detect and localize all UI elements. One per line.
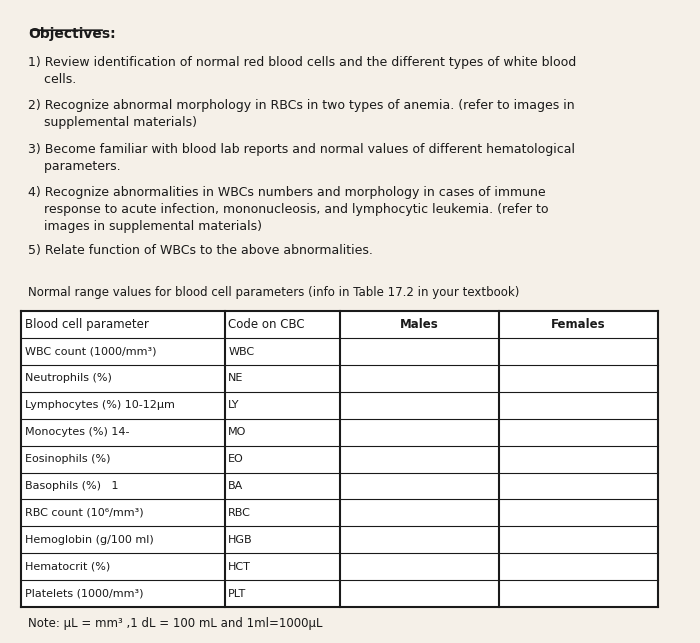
Text: WBC: WBC — [228, 347, 254, 357]
Text: 1) Review identification of normal red blood cells and the different types of wh: 1) Review identification of normal red b… — [28, 56, 576, 86]
Text: Hemoglobin (g/100 ml): Hemoglobin (g/100 ml) — [25, 535, 153, 545]
Text: Lymphocytes (%) 10-12μm: Lymphocytes (%) 10-12μm — [25, 401, 174, 410]
Text: 5) Relate function of WBCs to the above abnormalities.: 5) Relate function of WBCs to the above … — [28, 244, 373, 257]
Text: Platelets (1000/mm³): Platelets (1000/mm³) — [25, 588, 144, 599]
Text: Hematocrit (%): Hematocrit (%) — [25, 562, 110, 572]
Text: Monocytes (%) 14-: Monocytes (%) 14- — [25, 427, 130, 437]
Text: Blood cell parameter: Blood cell parameter — [25, 318, 148, 331]
Text: EO: EO — [228, 454, 244, 464]
Text: HCT: HCT — [228, 562, 251, 572]
Text: Objectives:: Objectives: — [28, 27, 116, 41]
Text: 3) Become familiar with blood lab reports and normal values of different hematol: 3) Become familiar with blood lab report… — [28, 143, 575, 173]
Text: Basophils (%)   1: Basophils (%) 1 — [25, 481, 118, 491]
Text: Eosinophils (%): Eosinophils (%) — [25, 454, 110, 464]
Text: NE: NE — [228, 374, 244, 383]
Text: Males: Males — [400, 318, 438, 331]
Text: WBC count (1000/mm³): WBC count (1000/mm³) — [25, 347, 156, 357]
Text: RBC count (10⁶/mm³): RBC count (10⁶/mm³) — [25, 508, 144, 518]
Text: Females: Females — [551, 318, 606, 331]
Text: Code on CBC: Code on CBC — [228, 318, 305, 331]
Text: 4) Recognize abnormalities in WBCs numbers and morphology in cases of immune
   : 4) Recognize abnormalities in WBCs numbe… — [28, 186, 549, 233]
Text: Neutrophils (%): Neutrophils (%) — [25, 374, 111, 383]
Text: MO: MO — [228, 427, 246, 437]
Text: RBC: RBC — [228, 508, 251, 518]
Text: HGB: HGB — [228, 535, 253, 545]
Text: LY: LY — [228, 401, 240, 410]
Text: Normal range values for blood cell parameters (info in Table 17.2 in your textbo: Normal range values for blood cell param… — [28, 285, 519, 298]
Bar — [22, 311, 658, 607]
Text: Note: μL = mm³ ,1 dL = 100 mL and 1ml=1000μL: Note: μL = mm³ ,1 dL = 100 mL and 1ml=10… — [28, 617, 323, 629]
Text: PLT: PLT — [228, 588, 246, 599]
Text: 2) Recognize abnormal morphology in RBCs in two types of anemia. (refer to image: 2) Recognize abnormal morphology in RBCs… — [28, 99, 575, 129]
Text: BA: BA — [228, 481, 244, 491]
